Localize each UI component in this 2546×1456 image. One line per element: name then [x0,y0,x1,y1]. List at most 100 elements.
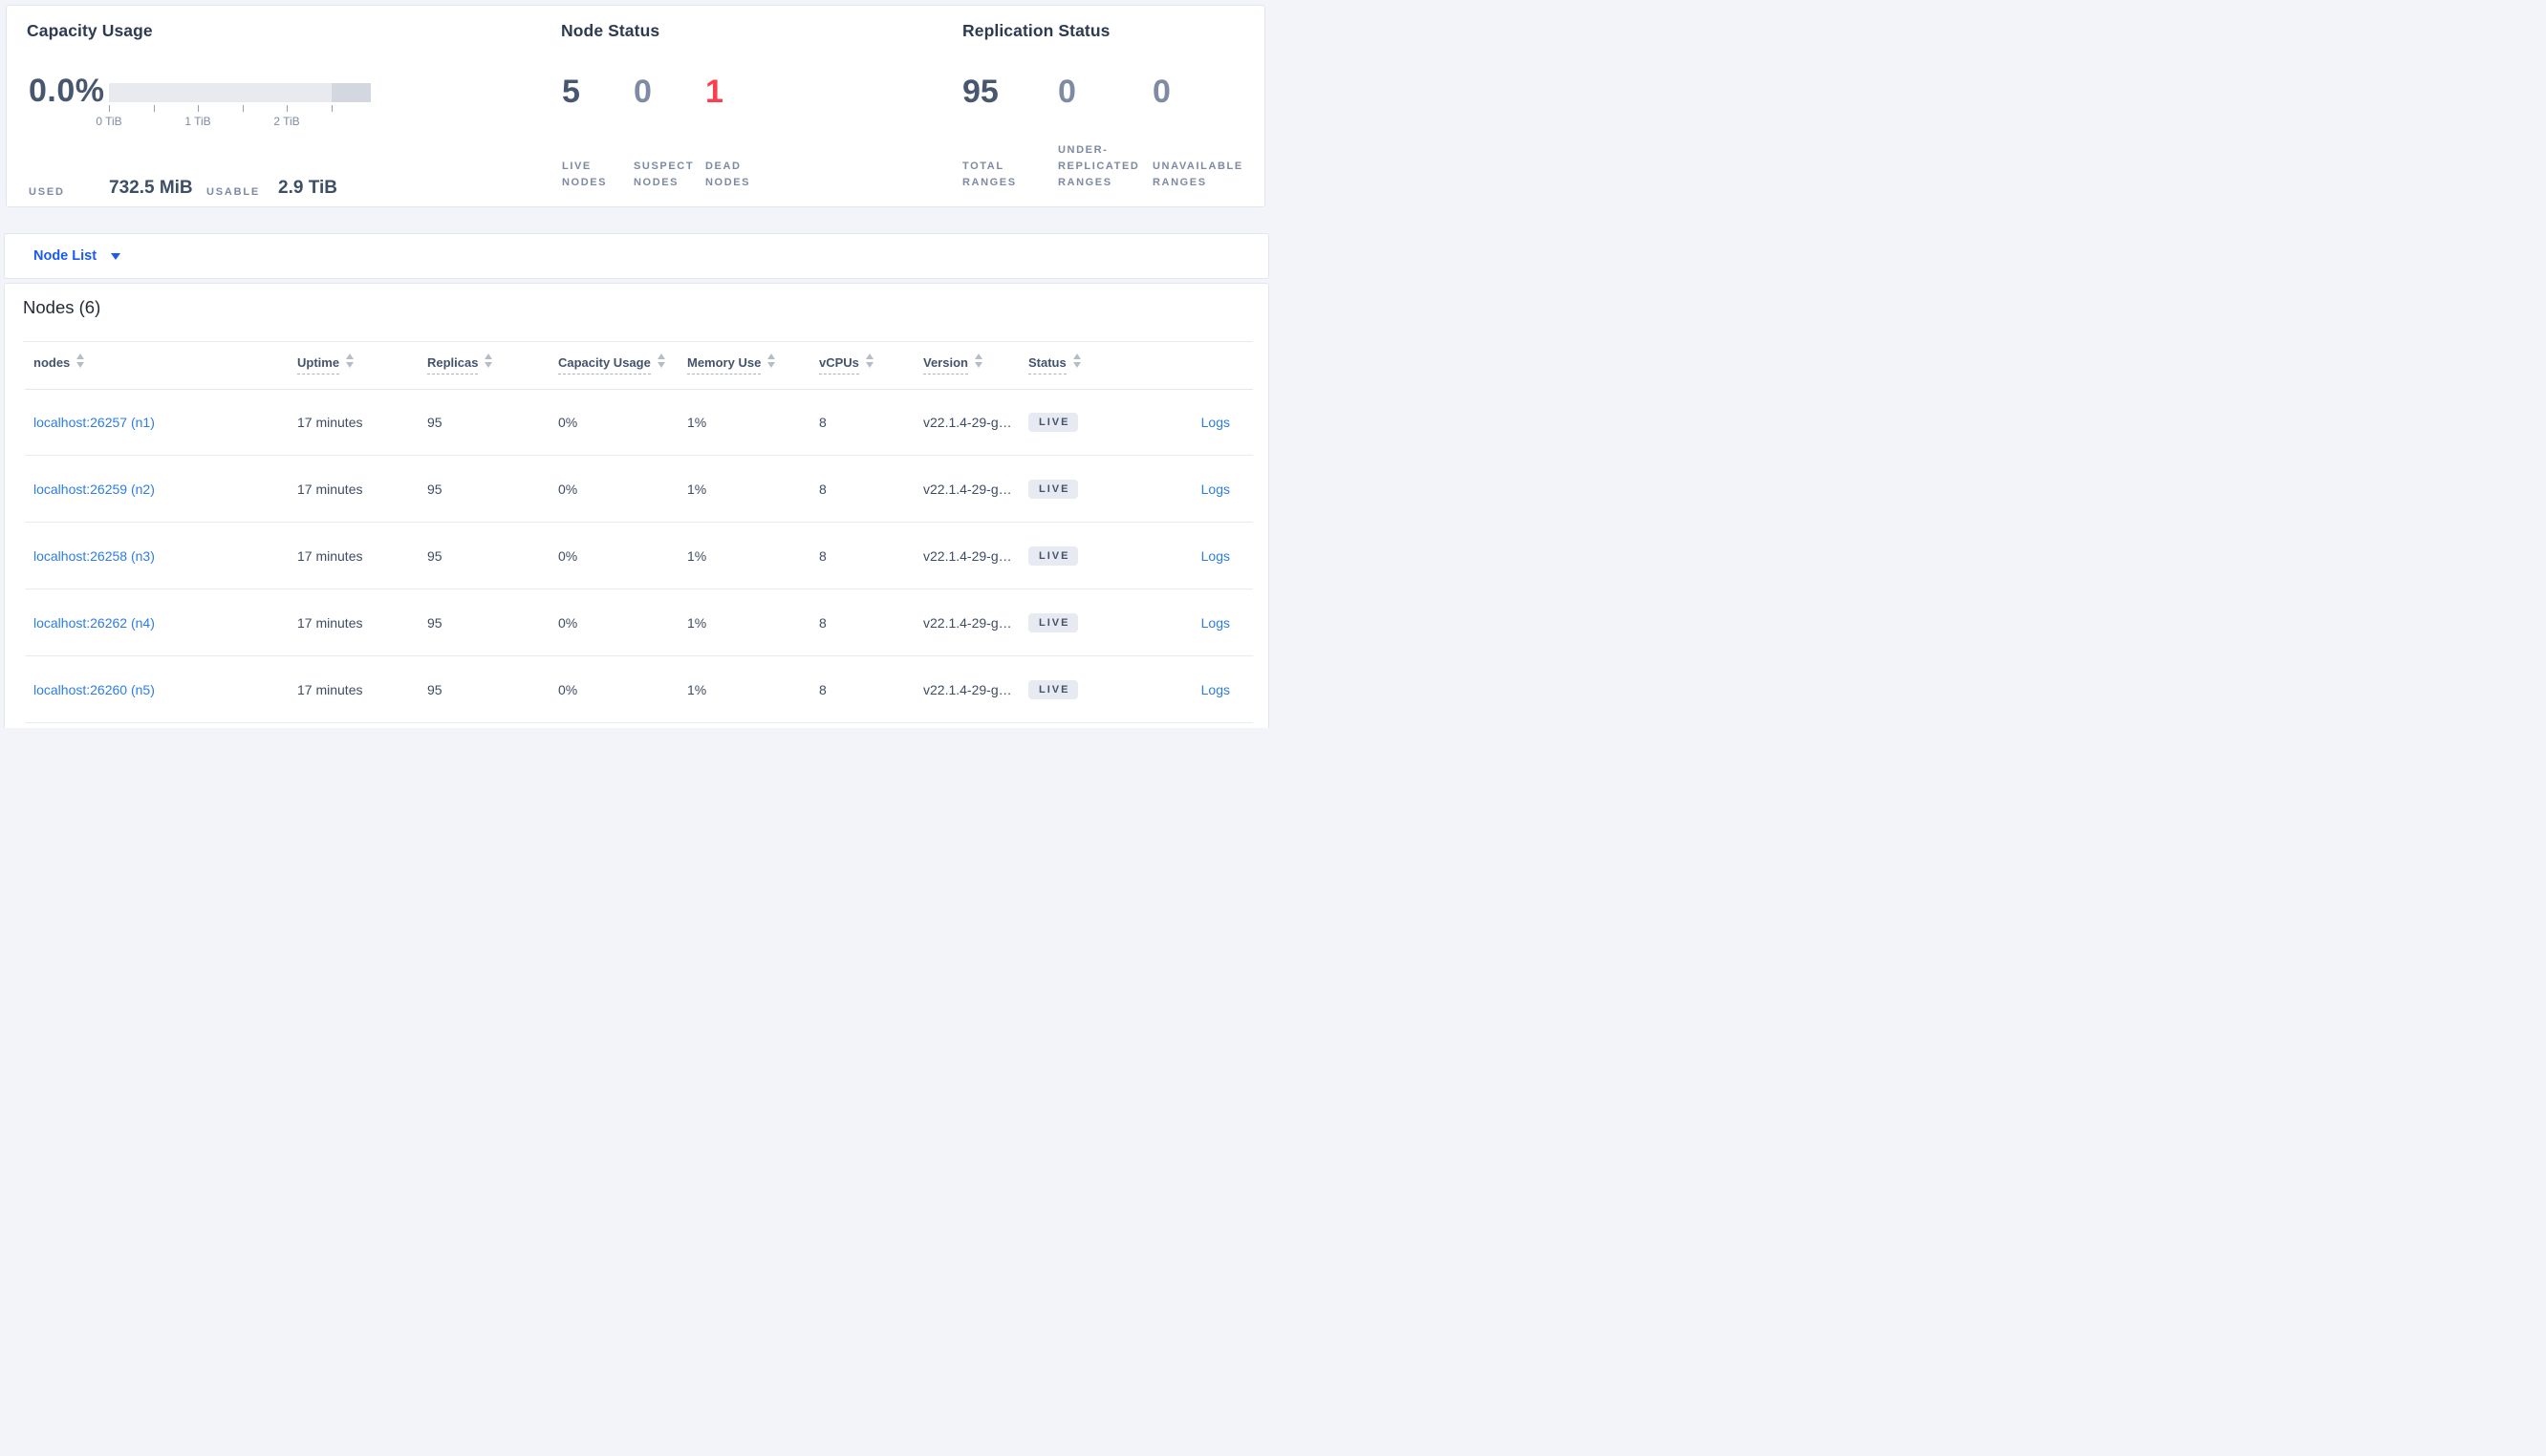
cluster-overview-page: Capacity Usage 0.0% 0 TiB 1 TiB 2 TiB USED… [0,0,1273,728]
uptime-cell: 17 minutes [297,548,363,564]
column-header-capacity[interactable]: Capacity Usage [558,353,666,375]
logs-link[interactable]: Logs [1200,415,1230,430]
column-header-label[interactable]: Replicas [427,355,479,375]
uptime-cell: 17 minutes [297,415,363,430]
chevron-down-icon[interactable] [111,252,121,260]
status-cell: LIVE [1028,480,1079,499]
status-badge: LIVE [1028,613,1079,632]
node-cell[interactable]: localhost:26257 (n1) [33,415,155,430]
cluster-summary-panel: Capacity Usage 0.0% 0 TiB 1 TiB 2 TiB USED… [6,5,1265,207]
status-badge: LIVE [1028,680,1079,699]
uptime-cell: 17 minutes [297,682,363,697]
logs-cell[interactable]: Logs [1201,548,1230,564]
column-header-uptime[interactable]: Uptime [297,353,355,375]
version-cell: v22.1.4-29-g… [923,682,1012,697]
logs-cell[interactable]: Logs [1201,682,1230,697]
memory-use-cell: 1% [687,682,707,697]
status-cell: LIVE [1028,613,1079,632]
column-header-vcpus[interactable]: vCPUs [819,353,874,375]
version-cell: v22.1.4-29-g… [923,615,1012,631]
capacity-usable-label: USABLE [206,186,261,198]
capacity-usage-cell: 0% [558,548,578,564]
node-list-dropdown[interactable]: Node List [33,248,97,264]
column-header-status[interactable]: Status [1028,353,1082,375]
view-selector-bar: Node List [4,233,1269,279]
capacity-bar-usable-segment [109,83,332,102]
vcpus-cell: 8 [819,415,827,430]
sort-arrows-icon[interactable] [974,353,983,369]
sort-arrows-icon[interactable] [346,353,355,369]
node-cell[interactable]: localhost:26262 (n4) [33,615,155,631]
replicas-cell: 95 [427,548,442,564]
sort-arrows-icon[interactable] [657,353,666,369]
replicas-cell: 95 [427,682,442,697]
table-row: localhost:26259 (n2) 17 minutes 95 0% 1% 8 v22… [5,456,1268,523]
capacity-usable-value: 2.9 TiB [278,178,337,198]
replication-stat-value: 95 [962,74,999,110]
nodes-section-title: Nodes (6) [23,297,101,317]
node-address-link[interactable]: localhost:26260 (n5) [33,682,155,697]
sort-arrows-icon[interactable] [76,353,85,369]
replication-stat-label: UNDER-REPLICATED RANGES [1058,144,1140,188]
column-header-label[interactable]: nodes [33,355,71,370]
capacity-axis-tick-label: 2 TiB [273,115,300,128]
vcpus-cell: 8 [819,682,827,697]
sort-arrows-icon[interactable] [485,353,493,369]
logs-link[interactable]: Logs [1200,482,1230,497]
node-status-stat-value: 0 [634,74,652,110]
sort-arrows-icon[interactable] [767,353,776,369]
sort-arrows-icon[interactable] [865,353,874,369]
status-badge: LIVE [1028,546,1079,566]
replication-stat-label: TOTAL RANGES [962,161,1017,188]
node-status-stat-value: 5 [562,74,580,110]
column-header-node[interactable]: nodes [33,353,85,374]
column-header-memory[interactable]: Memory Use [687,353,776,375]
row-divider [25,722,1253,723]
capacity-axis-tick-label: 0 TiB [96,115,122,128]
column-header-label[interactable]: Memory Use [687,355,762,375]
logs-cell[interactable]: Logs [1201,415,1230,430]
replicas-cell: 95 [427,615,442,631]
node-status-title: Node Status [561,21,660,40]
replication-status-title: Replication Status [962,21,1111,40]
capacity-axis-tick [331,105,333,112]
node-cell[interactable]: localhost:26259 (n2) [33,482,155,497]
column-header-label[interactable]: Status [1028,355,1067,375]
uptime-cell: 17 minutes [297,615,363,631]
memory-use-cell: 1% [687,548,707,564]
column-header-label[interactable]: Uptime [297,355,340,375]
node-status-stat-label: LIVE NODES [562,161,608,188]
column-header-label[interactable]: Version [923,355,968,375]
capacity-usage-cell: 0% [558,682,578,697]
capacity-usage-cell: 0% [558,415,578,430]
column-header-label[interactable]: Capacity Usage [558,355,651,375]
node-address-link[interactable]: localhost:26258 (n3) [33,548,155,564]
column-header-replicas[interactable]: Replicas [427,353,493,375]
table-row: localhost:26260 (n5) 17 minutes 95 0% 1% 8 v22… [5,656,1268,723]
logs-link[interactable]: Logs [1200,682,1230,697]
table-row: localhost:26262 (n4) 17 minutes 95 0% 1% 8 v22… [5,589,1268,656]
header-divider [25,389,1253,390]
capacity-axis-tick [287,105,288,112]
sort-arrows-icon[interactable] [1072,353,1082,369]
nodes-table-body: localhost:26257 (n1) 17 minutes 95 0% 1% 8 v22… [5,389,1268,723]
capacity-axis-tick-label: 1 TiB [184,115,211,128]
node-address-link[interactable]: localhost:26262 (n4) [33,615,155,631]
capacity-bar-tail-segment [332,83,371,102]
logs-link[interactable]: Logs [1200,548,1230,564]
status-badge: LIVE [1028,480,1079,499]
node-cell[interactable]: localhost:26260 (n5) [33,682,155,697]
node-status-stat-value: 1 [705,74,723,110]
version-cell: v22.1.4-29-g… [923,415,1012,430]
logs-link[interactable]: Logs [1200,615,1230,631]
logs-cell[interactable]: Logs [1201,615,1230,631]
column-header-version[interactable]: Version [923,353,983,375]
vcpus-cell: 8 [819,615,827,631]
column-header-label[interactable]: vCPUs [819,355,859,375]
node-address-link[interactable]: localhost:26259 (n2) [33,482,155,497]
node-address-link[interactable]: localhost:26257 (n1) [33,415,155,430]
heading-divider [23,341,1253,342]
logs-cell[interactable]: Logs [1201,482,1230,497]
node-cell[interactable]: localhost:26258 (n3) [33,548,155,564]
capacity-used-percent: 0.0% [29,73,105,109]
